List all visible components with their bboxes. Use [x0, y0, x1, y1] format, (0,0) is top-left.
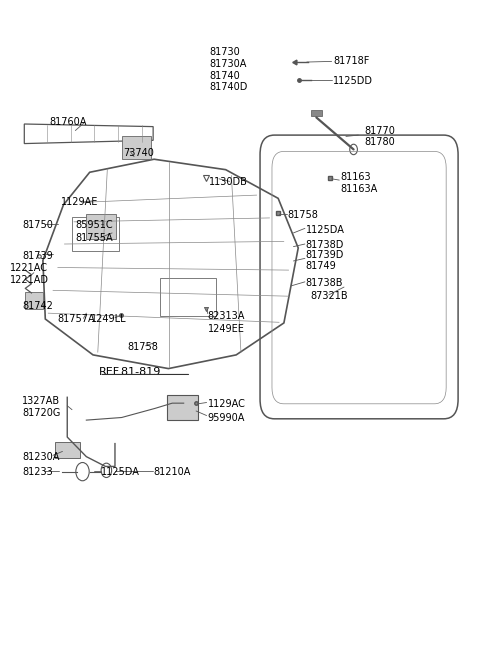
- Text: 81758: 81758: [128, 342, 159, 352]
- Text: 82313A: 82313A: [207, 310, 245, 321]
- FancyBboxPatch shape: [86, 214, 116, 239]
- Text: 81738D: 81738D: [306, 240, 344, 250]
- Text: 81233: 81233: [22, 467, 53, 477]
- Text: 81742: 81742: [22, 301, 53, 311]
- Text: REF.81-819: REF.81-819: [99, 367, 162, 377]
- Text: 81770
81780: 81770 81780: [364, 126, 395, 147]
- Text: 1129AC: 1129AC: [207, 400, 245, 409]
- Text: 81210A: 81210A: [153, 467, 191, 477]
- Text: 81758: 81758: [288, 210, 319, 220]
- Text: 1327AB
81720G: 1327AB 81720G: [22, 396, 60, 418]
- FancyBboxPatch shape: [55, 442, 80, 458]
- Text: 1125DA: 1125DA: [306, 225, 345, 234]
- Text: 81739D
81749: 81739D 81749: [306, 250, 344, 271]
- Text: 73740: 73740: [123, 148, 154, 158]
- Text: 1125DD: 1125DD: [333, 76, 373, 86]
- FancyBboxPatch shape: [121, 136, 151, 159]
- Text: 81739: 81739: [22, 251, 53, 261]
- Text: 81730
81730A
81740
81740D: 81730 81730A 81740 81740D: [209, 47, 247, 92]
- Text: 1221AC
1221AD: 1221AC 1221AD: [10, 263, 49, 285]
- Text: 81718F: 81718F: [333, 56, 370, 66]
- Text: 85951C: 85951C: [75, 220, 113, 230]
- Text: 81750: 81750: [23, 220, 54, 230]
- FancyBboxPatch shape: [168, 396, 198, 420]
- Text: 81757A: 81757A: [58, 314, 96, 324]
- Text: 1129AE: 1129AE: [61, 197, 98, 207]
- Text: 81760A: 81760A: [49, 117, 86, 127]
- FancyBboxPatch shape: [311, 109, 322, 116]
- Text: 81230A: 81230A: [22, 452, 60, 462]
- Text: 81163
81163A: 81163 81163A: [340, 172, 377, 193]
- Text: 81738B: 81738B: [306, 278, 343, 288]
- Text: 1249LL: 1249LL: [91, 314, 127, 324]
- Text: 87321B: 87321B: [311, 291, 348, 301]
- Text: 1130DB: 1130DB: [209, 177, 248, 187]
- FancyBboxPatch shape: [25, 292, 43, 309]
- Text: 81755A: 81755A: [75, 233, 113, 243]
- Text: 1125DA: 1125DA: [101, 467, 140, 477]
- Text: 1249EE: 1249EE: [207, 324, 244, 334]
- Text: 95990A: 95990A: [207, 413, 245, 422]
